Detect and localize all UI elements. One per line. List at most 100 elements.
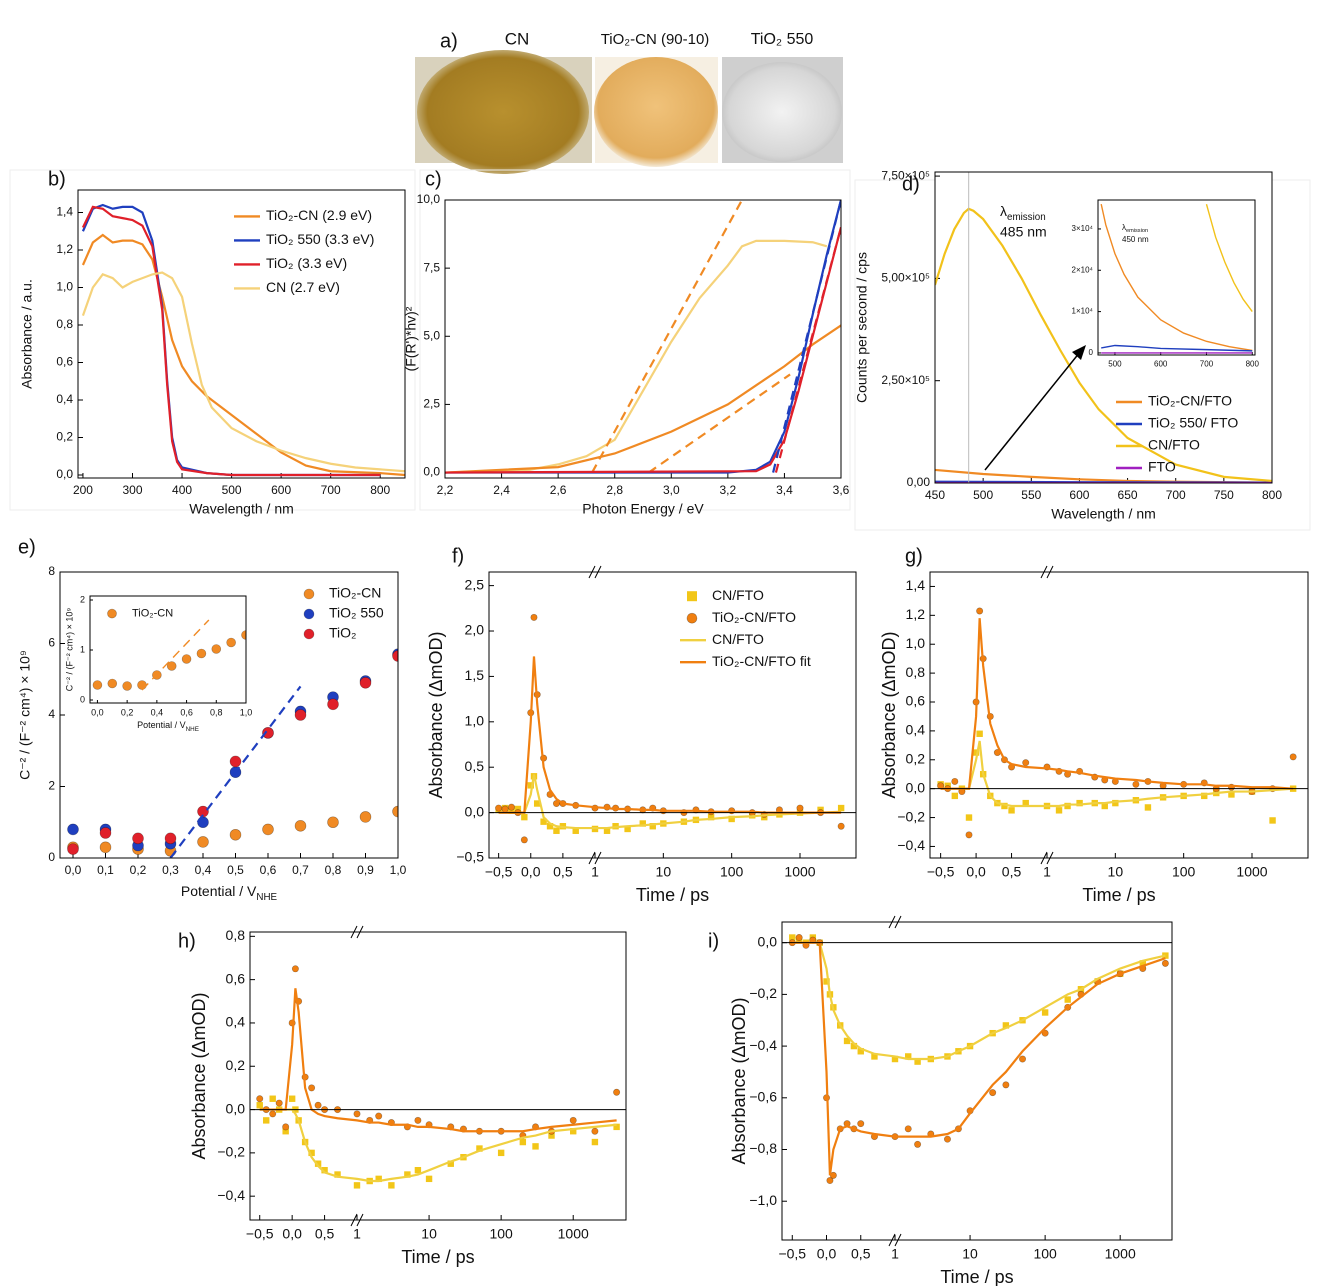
- x-tick-label: 10: [421, 1225, 437, 1241]
- x-tick-label: 0,0: [966, 863, 986, 879]
- marker: [976, 731, 982, 737]
- x-tick-label: 600: [1069, 488, 1089, 502]
- y-tick-label: 1×10⁴: [1072, 307, 1094, 316]
- panel-label: i): [708, 930, 719, 952]
- marker: [68, 824, 79, 835]
- x-tick-label: 0,6: [180, 707, 193, 717]
- y-tick-label: 1,5: [465, 667, 485, 683]
- marker: [263, 824, 274, 835]
- marker: [838, 805, 844, 811]
- legend-label: TiO₂ 550: [329, 605, 384, 621]
- plot-area: [782, 922, 1172, 1240]
- photos: [415, 50, 843, 174]
- x-tick-label: 1,0: [390, 863, 407, 877]
- marker: [1133, 781, 1139, 787]
- x-tick-label: 2,4: [493, 483, 510, 497]
- x-tick-label: 0,0: [282, 1225, 302, 1241]
- x-axis-label: Time / ps: [636, 885, 709, 905]
- x-tick-label: 650: [1118, 488, 1138, 502]
- marker: [508, 804, 514, 810]
- legend-label: TiO₂-CN: [329, 585, 381, 601]
- y-tick-label: −0,4: [217, 1187, 245, 1203]
- panel-label: g): [905, 545, 923, 567]
- y-tick-label: 1,4: [56, 205, 73, 219]
- y-tick-label: 0,2: [906, 750, 926, 766]
- x-axis-label: Time / ps: [401, 1247, 474, 1267]
- x-tick-label: −0,5: [927, 863, 955, 879]
- marker: [1162, 960, 1168, 966]
- y-tick-label: 0,6: [56, 355, 73, 369]
- y-tick-label: 1,2: [906, 606, 926, 622]
- x-axis-label: Time / ps: [940, 1267, 1013, 1286]
- photo-sample: [722, 62, 842, 162]
- marker: [328, 699, 339, 710]
- x-tick-label: 0,5: [851, 1245, 871, 1261]
- marker: [230, 829, 241, 840]
- y-tick-label: 2,5: [465, 576, 485, 592]
- legend-label: FTO: [1148, 459, 1176, 475]
- y-axis-label: Counts per second / cps: [854, 252, 870, 403]
- x-tick-label: 1000: [784, 863, 815, 879]
- y-tick-label: 2,50×10⁵: [881, 373, 930, 387]
- legend-label: CN/FTO: [1148, 437, 1200, 453]
- marker: [93, 681, 102, 690]
- marker: [123, 682, 132, 691]
- x-tick-label: 2,6: [550, 483, 567, 497]
- x-tick-label: 3,4: [776, 483, 793, 497]
- legend-label: CN (2.7 eV): [266, 279, 340, 295]
- marker: [354, 1111, 360, 1117]
- y-tick-label: −0,2: [749, 985, 777, 1001]
- marker: [165, 833, 176, 844]
- y-tick-label: 0,0: [906, 779, 926, 795]
- legend-label: TiO₂: [329, 625, 356, 641]
- legend-label: TiO₂-CN (2.9 eV): [266, 207, 372, 223]
- x-tick-label: −0,5: [246, 1225, 274, 1241]
- marker: [360, 677, 371, 688]
- x-tick-label: 800: [370, 483, 390, 497]
- marker: [592, 1139, 598, 1145]
- marker: [520, 1139, 526, 1145]
- y-tick-label: 7,50×10⁵: [881, 168, 930, 182]
- marker: [100, 842, 111, 853]
- y-tick-label: 0,0: [758, 933, 778, 949]
- y-axis-label: (F(R')*hv)²: [403, 306, 419, 371]
- panel-label: c): [425, 168, 442, 190]
- x-axis-label: Potential / VNHE: [181, 883, 278, 903]
- marker: [282, 1124, 288, 1130]
- x-tick-label: 10: [656, 863, 672, 879]
- x-tick-label: 0,1: [97, 863, 114, 877]
- y-tick-label: 0,8: [226, 927, 246, 943]
- marker: [966, 832, 972, 838]
- y-tick-label: 2,5: [423, 397, 440, 411]
- x-tick-label: 0,5: [315, 1225, 335, 1241]
- y-tick-label: −1,0: [749, 1192, 777, 1208]
- marker: [570, 1117, 576, 1123]
- marker: [905, 1126, 911, 1132]
- y-axis-label: Absorbance / a.u.: [19, 279, 35, 389]
- marker: [354, 1182, 360, 1188]
- y-tick-label: 2: [80, 594, 85, 604]
- marker: [797, 805, 803, 811]
- x-tick-label: 3,6: [833, 483, 850, 497]
- marker: [315, 1102, 321, 1108]
- marker: [1065, 996, 1071, 1002]
- x-tick-label: 0,5: [553, 863, 573, 879]
- x-tick-label: 0,8: [210, 707, 223, 717]
- legend-label: TiO₂-CN/FTO: [712, 609, 796, 625]
- x-tick-label: 0,0: [91, 707, 104, 717]
- x-axis-label: Time / ps: [1082, 885, 1155, 905]
- figure: a) CN TiO₂-CN (90-10) TiO₂ 550 b)2003004…: [0, 0, 1318, 1286]
- marker: [502, 806, 508, 812]
- y-axis-label: Absorbance (ΔmOD): [879, 631, 899, 798]
- marker: [1023, 759, 1029, 765]
- y-tick-label: 0,4: [226, 1014, 246, 1030]
- marker: [295, 710, 306, 721]
- y-tick-label: 0,0: [465, 803, 485, 819]
- marker: [498, 1150, 504, 1156]
- y-axis-label: C⁻² / (F⁻² cm⁴) × 10⁹: [64, 608, 74, 692]
- x-tick-label: 1: [591, 863, 599, 879]
- y-tick-label: 1,0: [465, 713, 485, 729]
- panel-label: h): [178, 930, 196, 952]
- photo-caption: CN: [505, 29, 530, 48]
- emission-symbol-sub: emission: [1007, 212, 1046, 223]
